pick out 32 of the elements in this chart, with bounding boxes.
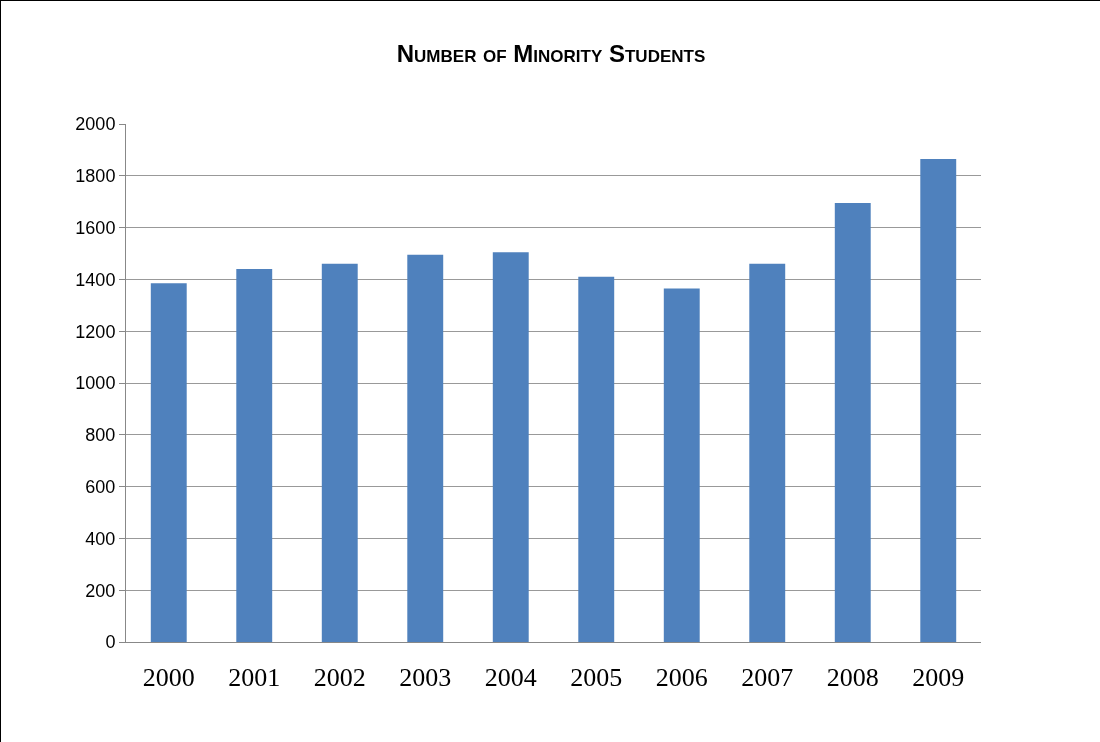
bar (236, 269, 273, 642)
x-tick-label: 2003 (399, 663, 452, 693)
bar (663, 288, 700, 642)
bar (920, 158, 957, 642)
x-tick-label: 2004 (484, 663, 537, 693)
x-tick-label: 2005 (570, 663, 623, 693)
x-tick-label: 2008 (826, 663, 879, 693)
y-tick-label: 400 (85, 528, 116, 549)
bar (407, 254, 444, 642)
bar (150, 283, 187, 642)
y-tick-label: 600 (85, 476, 116, 497)
bar (578, 276, 615, 642)
x-tick-label: 2002 (313, 663, 366, 693)
x-tick-label: 2009 (912, 663, 965, 693)
bar (321, 263, 358, 642)
bar (749, 263, 786, 642)
y-tick-label: 0 (105, 632, 116, 653)
x-tick-label: 2000 (142, 663, 195, 693)
bar (492, 252, 529, 642)
x-tick-label: 2007 (741, 663, 794, 693)
y-tick-label: 200 (85, 580, 116, 601)
x-tick-label: 2001 (228, 663, 281, 693)
y-tick-label: 1200 (75, 321, 116, 342)
y-tick-label: 1400 (75, 269, 116, 290)
y-tick-label: 2000 (75, 114, 116, 135)
y-tick-label: 1000 (75, 373, 116, 394)
chart-title: Number of Minority Students (396, 40, 706, 68)
y-tick-label: 1800 (75, 166, 116, 187)
x-tick-label: 2006 (655, 663, 708, 693)
bar (834, 203, 871, 642)
y-tick-label: 800 (85, 425, 116, 446)
y-tick-label: 1600 (75, 217, 116, 238)
